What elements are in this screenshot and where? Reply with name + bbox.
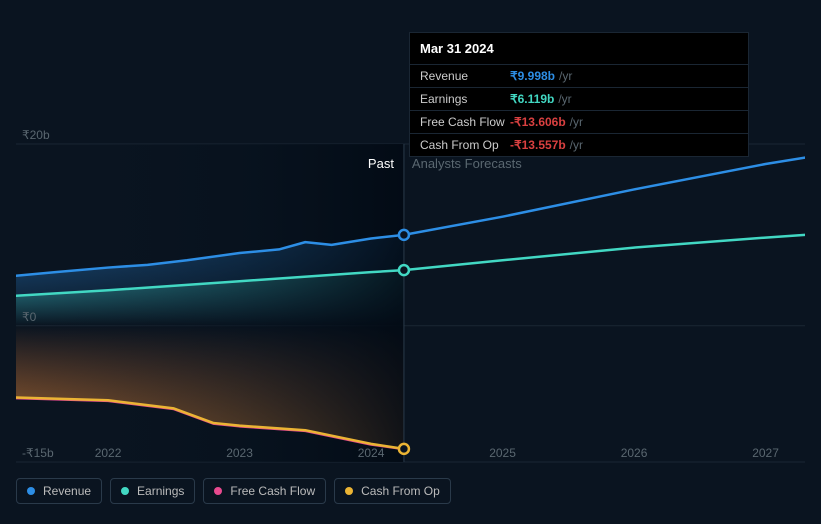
y-axis-label: ₹0 bbox=[22, 310, 36, 324]
x-axis-label: 2022 bbox=[95, 446, 122, 460]
tooltip-label: Revenue bbox=[420, 69, 510, 83]
tooltip-value: -₹13.606b bbox=[510, 115, 566, 129]
chart-tooltip: Mar 31 2024 Revenue ₹9.998b /yr Earnings… bbox=[409, 32, 749, 157]
financial-chart: Mar 31 2024 Revenue ₹9.998b /yr Earnings… bbox=[16, 16, 805, 508]
x-axis-label: 2026 bbox=[621, 446, 648, 460]
forecast-label: Analysts Forecasts bbox=[412, 156, 522, 171]
legend-item-revenue[interactable]: Revenue bbox=[16, 478, 102, 504]
legend-label: Earnings bbox=[137, 484, 184, 498]
legend-label: Revenue bbox=[43, 484, 91, 498]
tooltip-unit: /yr bbox=[558, 92, 571, 106]
legend-item-cfo[interactable]: Cash From Op bbox=[334, 478, 451, 504]
y-axis-label: -₹15b bbox=[22, 446, 54, 460]
legend-dot-icon bbox=[214, 487, 222, 495]
legend-label: Free Cash Flow bbox=[230, 484, 315, 498]
legend-item-earnings[interactable]: Earnings bbox=[110, 478, 195, 504]
tooltip-row-revenue: Revenue ₹9.998b /yr bbox=[410, 65, 748, 88]
x-axis-label: 2027 bbox=[752, 446, 779, 460]
legend-label: Cash From Op bbox=[361, 484, 440, 498]
legend-dot-icon bbox=[27, 487, 35, 495]
x-axis-label: 2024 bbox=[358, 446, 385, 460]
tooltip-label: Earnings bbox=[420, 92, 510, 106]
legend-item-fcf[interactable]: Free Cash Flow bbox=[203, 478, 326, 504]
tooltip-label: Free Cash Flow bbox=[420, 115, 510, 129]
legend-dot-icon bbox=[121, 487, 129, 495]
tooltip-unit: /yr bbox=[570, 138, 583, 152]
tooltip-value: -₹13.557b bbox=[510, 138, 566, 152]
tooltip-date: Mar 31 2024 bbox=[410, 33, 748, 65]
past-label: Past bbox=[368, 156, 394, 171]
tooltip-value: ₹6.119b bbox=[510, 92, 554, 106]
tooltip-unit: /yr bbox=[559, 69, 572, 83]
x-axis-label: 2025 bbox=[489, 446, 516, 460]
chart-legend: Revenue Earnings Free Cash Flow Cash Fro… bbox=[16, 478, 451, 504]
x-axis-label: 2023 bbox=[226, 446, 253, 460]
tooltip-row-earnings: Earnings ₹6.119b /yr bbox=[410, 88, 748, 111]
tooltip-row-cfo: Cash From Op -₹13.557b /yr bbox=[410, 134, 748, 156]
legend-dot-icon bbox=[345, 487, 353, 495]
tooltip-unit: /yr bbox=[570, 115, 583, 129]
y-axis-label: ₹20b bbox=[22, 128, 50, 142]
tooltip-label: Cash From Op bbox=[420, 138, 510, 152]
tooltip-row-fcf: Free Cash Flow -₹13.606b /yr bbox=[410, 111, 748, 134]
tooltip-value: ₹9.998b bbox=[510, 69, 555, 83]
